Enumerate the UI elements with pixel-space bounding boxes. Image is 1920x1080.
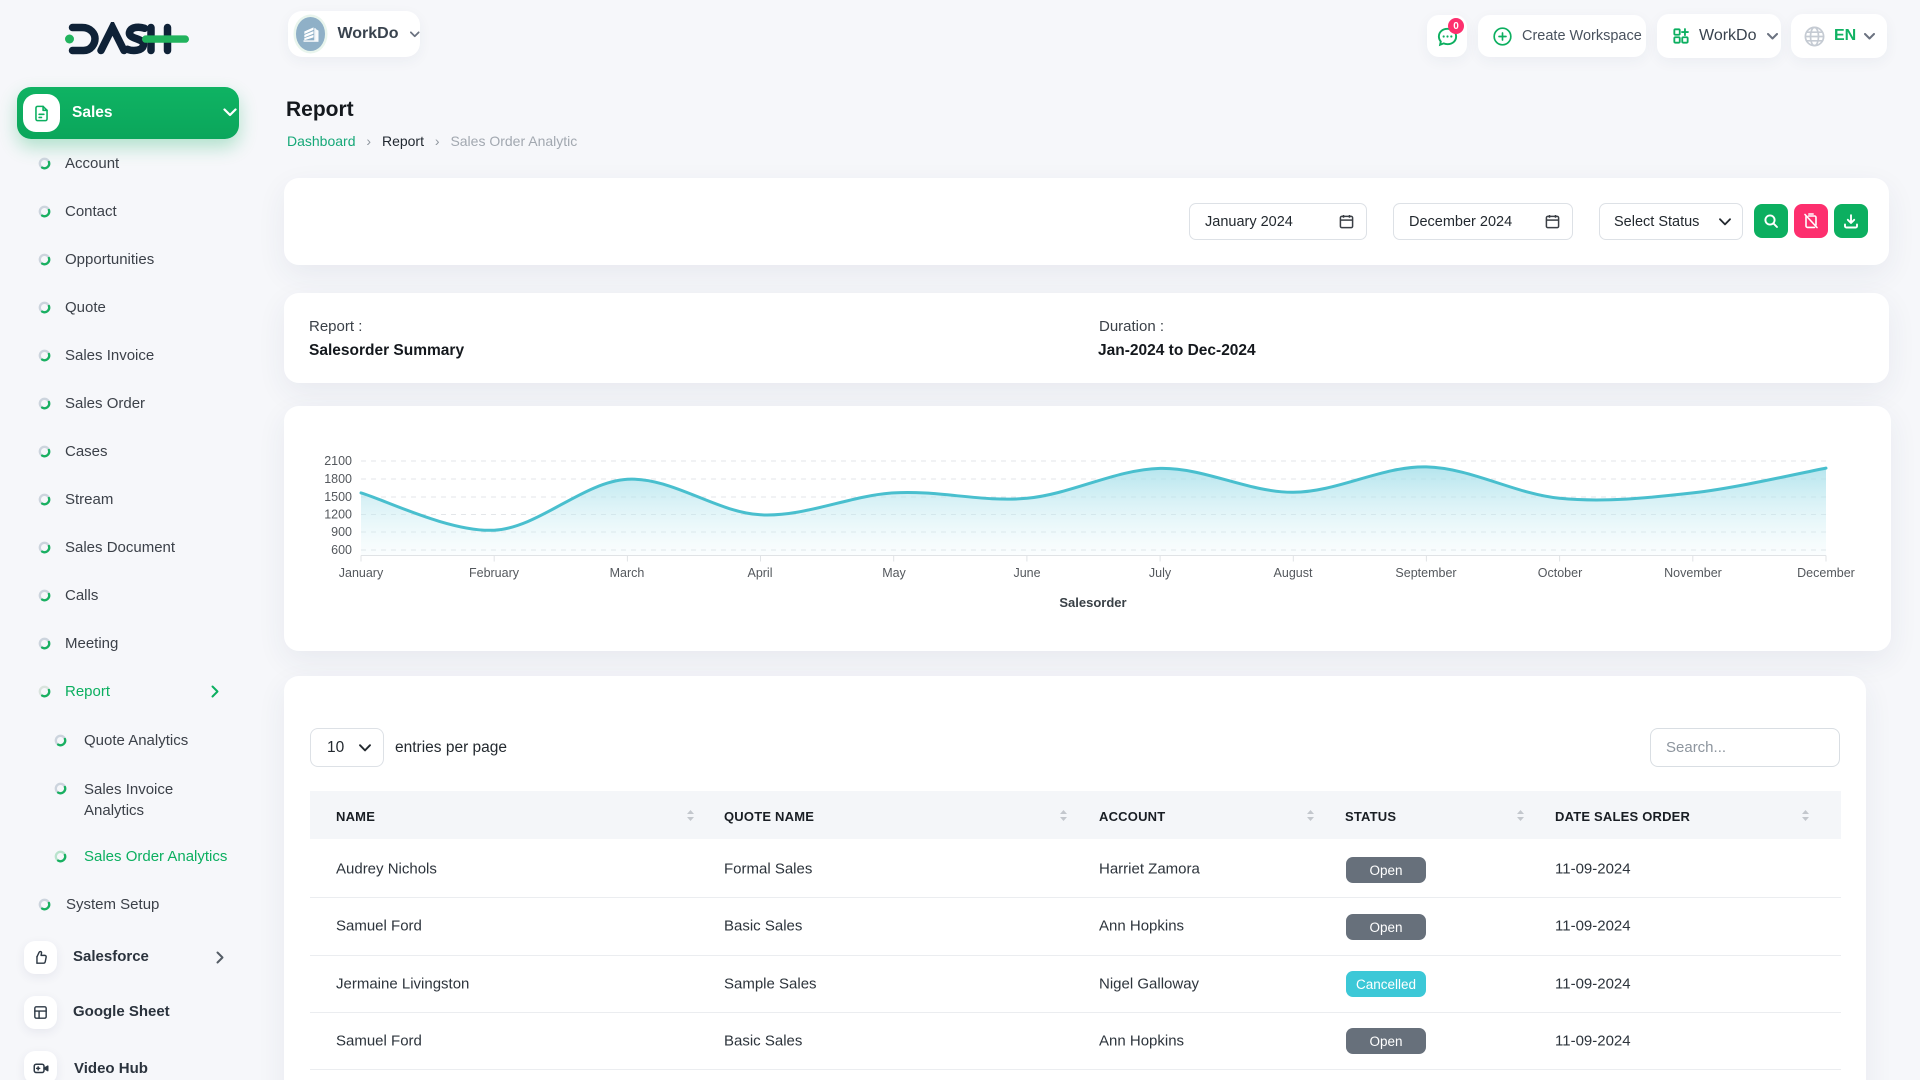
svg-text:August: August: [1274, 566, 1313, 580]
svg-text:May: May: [882, 566, 906, 580]
svg-text:July: July: [1149, 566, 1172, 580]
svg-text:November: November: [1664, 566, 1722, 580]
svg-text:1800: 1800: [324, 472, 352, 486]
svg-text:December: December: [1797, 566, 1855, 580]
svg-text:June: June: [1013, 566, 1040, 580]
svg-text:February: February: [469, 566, 520, 580]
svg-text:October: October: [1538, 566, 1582, 580]
svg-text:600: 600: [331, 543, 352, 557]
svg-text:Salesorder: Salesorder: [1059, 595, 1126, 610]
svg-text:September: September: [1395, 566, 1456, 580]
svg-text:900: 900: [331, 525, 352, 539]
svg-text:March: March: [610, 566, 645, 580]
svg-text:2100: 2100: [324, 454, 352, 468]
svg-text:1500: 1500: [324, 490, 352, 504]
svg-text:January: January: [339, 566, 384, 580]
svg-text:1200: 1200: [324, 508, 352, 522]
svg-text:April: April: [747, 566, 772, 580]
